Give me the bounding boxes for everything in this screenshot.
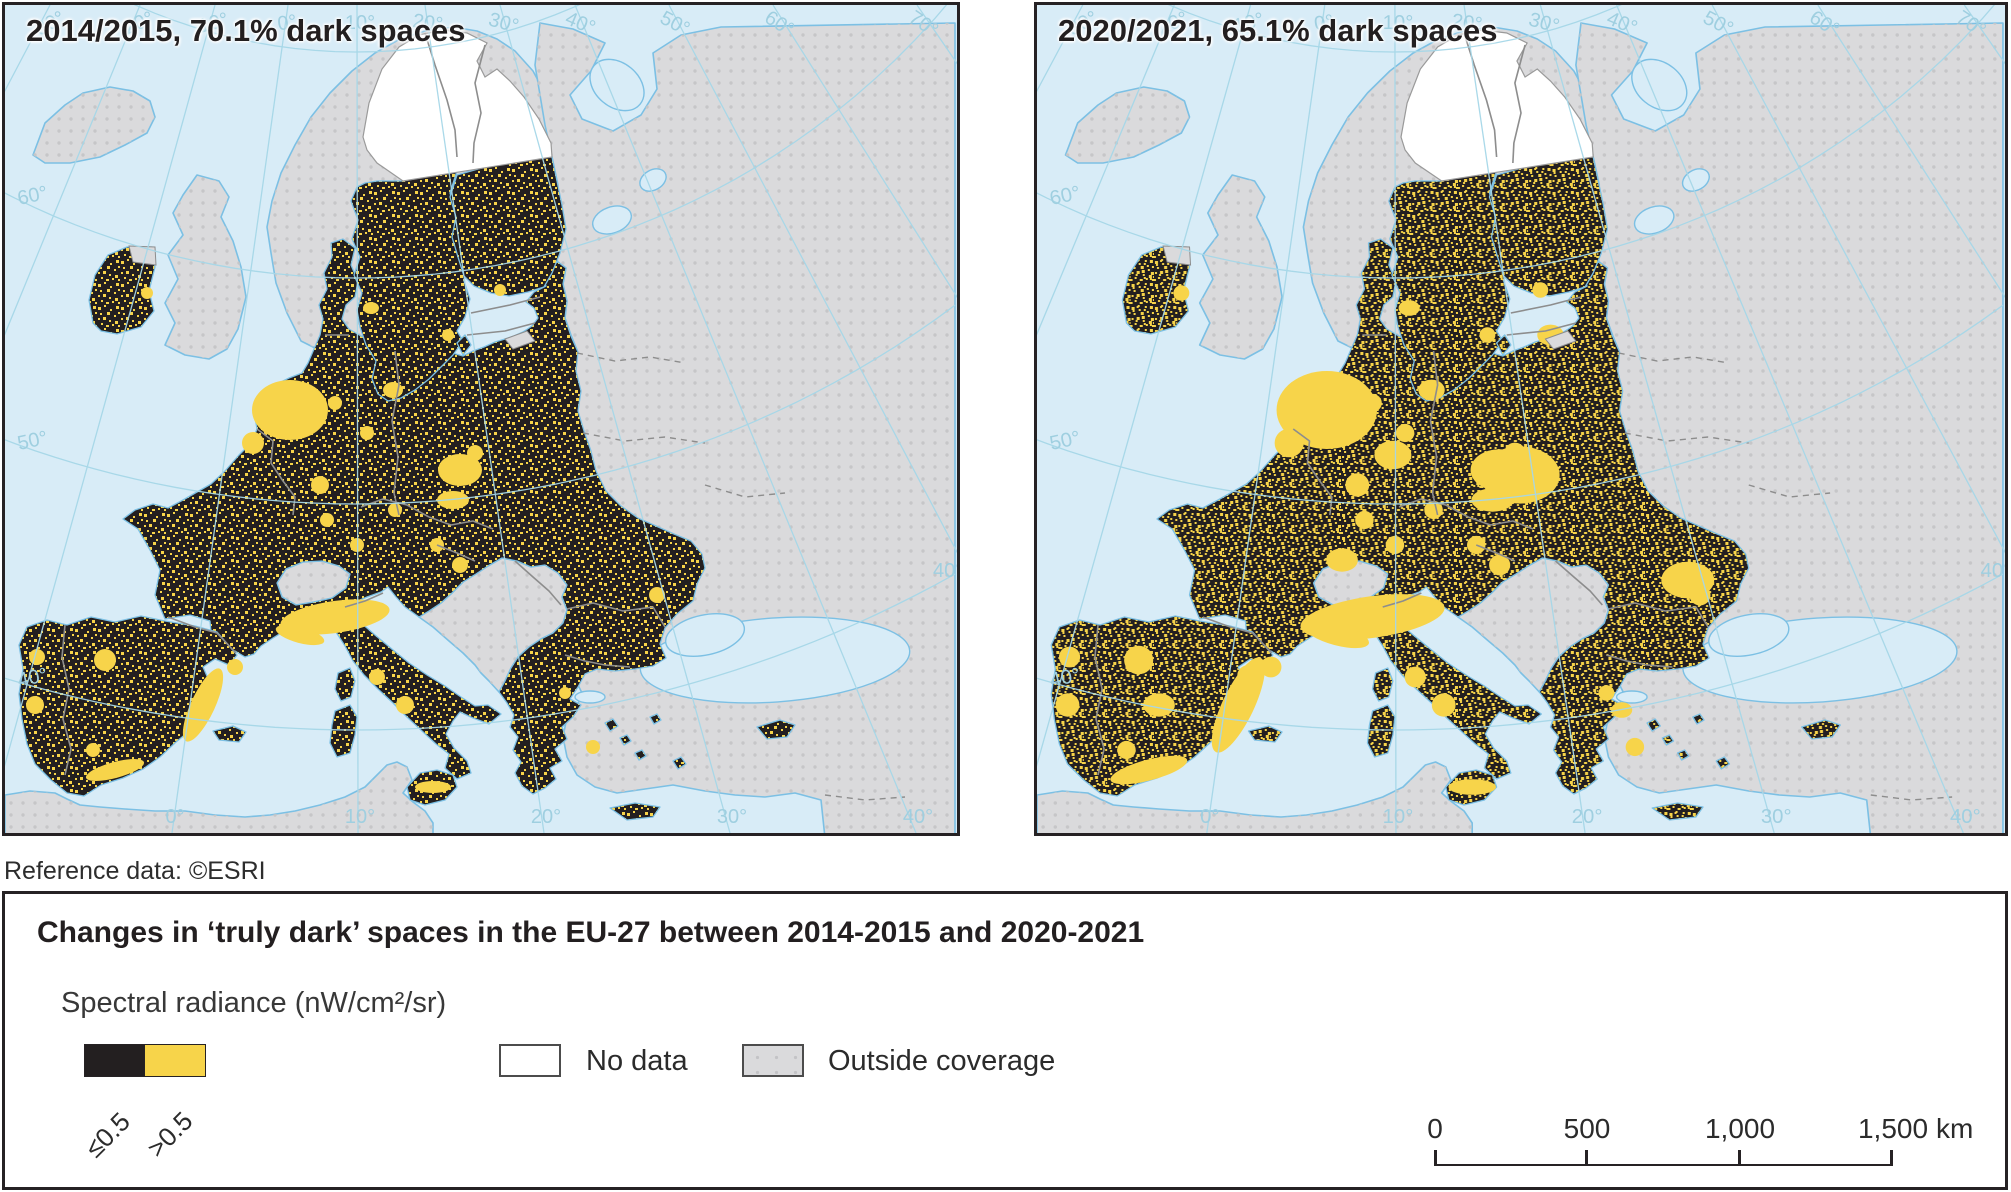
radiance-class-swatches: [84, 1044, 206, 1077]
graticule-label: 0°: [1200, 806, 1219, 828]
map-2014-2015: 30° 20° 10° 0° 10° 20° 30° 40° 50° 60° 70° 60° 50° 40…: [2, 2, 960, 836]
scale-tick: [1585, 1150, 1588, 1164]
graticule-label: 0°: [1313, 11, 1335, 35]
graticule-label: 20°: [1572, 806, 1603, 828]
europe-map-2014-2015: 30° 20° 10° 0° 10° 20° 30° 40° 50° 60° 70°60°50°40…: [5, 5, 957, 833]
scale-bar: 0 500 1,000 1,500 km: [1427, 1113, 1973, 1166]
graticule-label: 20°: [1450, 10, 1484, 36]
no-data-swatch: [499, 1044, 561, 1077]
scale-tick: [1738, 1150, 1741, 1164]
reference-data-caption: Reference data: ©ESRI: [4, 857, 266, 885]
scale-tick: [1890, 1150, 1893, 1164]
graticule-label: 10°: [1383, 12, 1414, 34]
graticule-label: 10°: [345, 806, 375, 828]
dark-class-swatch: [84, 1044, 145, 1077]
graticule-label: 40°: [1981, 560, 2005, 582]
graticule-label: 40°: [933, 560, 957, 582]
map-title-2014-2015: 2014/2015, 70.1% dark spaces: [26, 13, 466, 48]
map-title-2020-2021: 2020/2021, 65.1% dark spaces: [1058, 13, 1498, 48]
legend-title: Changes in ‘truly dark’ spaces in the EU…: [37, 916, 1145, 949]
europe-map-2020-2021: 30° 20° 10° 0° 10° 20° 30° 40° 50° 60° 70°60°50°40…: [1037, 5, 2005, 833]
graticule-label: 30°: [1761, 806, 1792, 828]
graticule-label: 0°: [276, 11, 298, 35]
scale-unit-label: km: [1936, 1113, 1974, 1144]
scale-label-0: 0: [1427, 1113, 1443, 1144]
graticule-label: 30°: [717, 806, 747, 828]
graticule-label: 40°: [903, 806, 933, 828]
graticule-label: 40°: [1950, 806, 1981, 828]
scale-label-1500: 1,500: [1857, 1113, 1929, 1144]
graticule-label: 20°: [531, 806, 561, 828]
bright-class-swatch: [145, 1044, 206, 1077]
graticule-label: 0°: [165, 806, 184, 828]
dark-class-label: ≤0.5: [79, 1106, 136, 1164]
scale-tick: [1434, 1150, 1437, 1164]
map-2020-2021: 30° 20° 10° 0° 10° 20° 30° 40° 50° 60° 70° 60° 50° 40…: [1034, 2, 2008, 836]
spectral-radiance-label: Spectral radiance (nW/cm²/sr): [61, 987, 447, 1019]
graticule-label: 10°: [345, 12, 375, 34]
bright-class-label: >0.5: [141, 1105, 199, 1164]
graticule-label: 20°: [411, 10, 444, 36]
legend-box: Changes in ‘truly dark’ spaces in the EU…: [2, 891, 2008, 1190]
outside-coverage-label: Outside coverage: [828, 1045, 1056, 1077]
scale-label-500: 500: [1563, 1113, 1611, 1144]
no-data-label: No data: [586, 1045, 688, 1077]
outside-coverage-swatch: [742, 1044, 804, 1077]
scale-label-1000: 1,000: [1704, 1113, 1776, 1144]
graticule-label: 10°: [1383, 806, 1414, 828]
